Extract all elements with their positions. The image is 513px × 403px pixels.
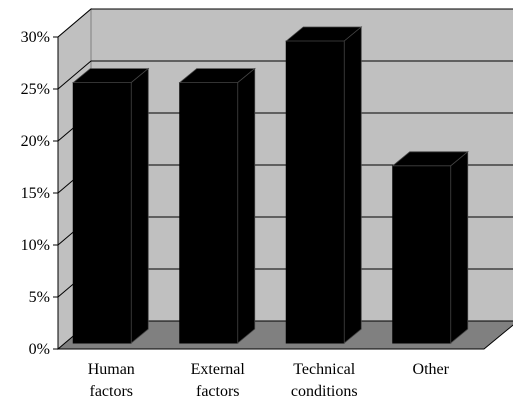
x-category-label-line: factors (89, 383, 133, 400)
bar (178, 67, 256, 344)
x-category-label-line: Human (88, 361, 135, 378)
bar-side (450, 150, 469, 344)
bar (285, 26, 363, 344)
x-category-label-line: Technical (293, 361, 356, 378)
bar-front (285, 40, 345, 344)
bar-front (392, 165, 452, 344)
x-category-label: Technical conditions (291, 361, 358, 400)
bar (391, 150, 469, 344)
x-category-label-line: External (191, 361, 246, 378)
bar-side (343, 26, 362, 344)
bars (72, 26, 469, 344)
y-tick-label: 20% (21, 133, 50, 150)
x-category-label-line: Other (413, 361, 450, 378)
bar-front (179, 82, 239, 344)
x-category-label-line: factors (196, 383, 240, 400)
y-tick-label: 30% (21, 29, 50, 46)
x-category-label: Other (413, 361, 450, 378)
x-category-label: External factors (191, 361, 246, 400)
x-category-label: Human factors (88, 361, 135, 400)
y-tick-label: 25% (21, 81, 50, 98)
bar-side (130, 67, 149, 344)
gridline (57, 60, 513, 90)
bar-front (72, 82, 132, 344)
y-tick-label: 0% (29, 341, 50, 358)
y-tick-label: 5% (29, 289, 50, 306)
bar (72, 67, 150, 344)
gridline (57, 8, 513, 38)
y-tick-label: 10% (21, 237, 50, 254)
y-axis-ticks: 0% 5% 10% 15% 20% 25% 30% (21, 29, 58, 358)
x-category-label-line: conditions (291, 383, 358, 400)
y-tick-label: 15% (21, 185, 50, 202)
x-axis-labels: Human factors External factors Technical cond… (88, 361, 450, 400)
bar-side (237, 67, 256, 344)
